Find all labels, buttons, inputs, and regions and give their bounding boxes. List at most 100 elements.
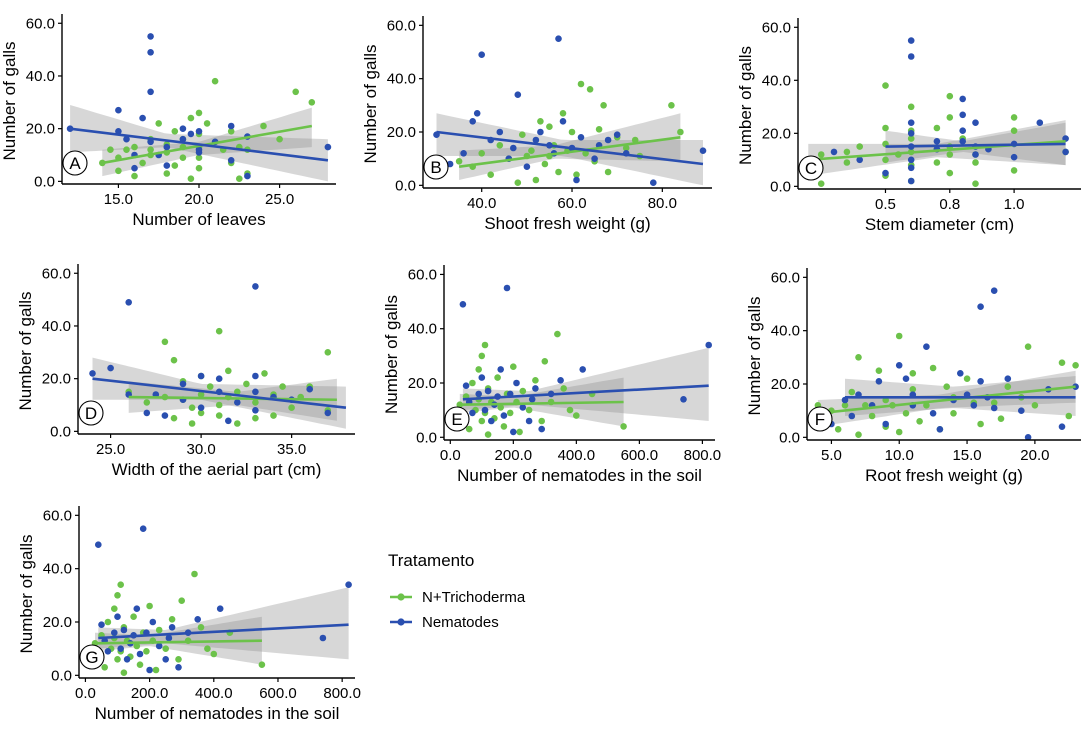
y-tick-label: 60.0 bbox=[762, 19, 791, 36]
data-point-n-trichoderma bbox=[882, 156, 889, 164]
data-point-nematodes bbox=[462, 382, 470, 390]
data-point-n-trichoderma bbox=[929, 364, 937, 372]
data-point-n-trichoderma bbox=[195, 154, 203, 161]
data-point-nematodes bbox=[147, 138, 154, 146]
data-point-n-trichoderma bbox=[541, 358, 549, 365]
data-point-nematodes bbox=[907, 164, 915, 172]
data-point-nematodes bbox=[306, 385, 314, 393]
data-point-n-trichoderma bbox=[168, 616, 176, 623]
x-tick-label: 60.0 bbox=[557, 195, 586, 212]
data-point-n-trichoderma bbox=[514, 179, 522, 186]
data-point-n-trichoderma bbox=[210, 650, 218, 658]
data-point-n-trichoderma bbox=[465, 425, 473, 433]
data-point-n-trichoderma bbox=[131, 172, 138, 180]
data-point-n-trichoderma bbox=[566, 406, 574, 414]
y-tick-label: 0.0 bbox=[416, 429, 437, 446]
data-point-nematodes bbox=[613, 131, 621, 138]
data-point-n-trichoderma bbox=[178, 597, 185, 604]
data-point-n-trichoderma bbox=[868, 412, 876, 420]
data-point-nematodes bbox=[146, 666, 153, 674]
data-point-nematodes bbox=[123, 135, 130, 143]
y-tick-label: 20.0 bbox=[762, 125, 791, 142]
data-point-nematodes bbox=[252, 283, 259, 290]
data-point-n-trichoderma bbox=[195, 109, 203, 117]
panel-label: E bbox=[451, 410, 462, 429]
data-point-nematodes bbox=[959, 95, 966, 103]
data-point-nematodes bbox=[324, 409, 332, 417]
data-point-nematodes bbox=[1024, 434, 1032, 440]
legend-key-point-nematodes bbox=[397, 618, 405, 626]
data-point-n-trichoderma bbox=[197, 391, 205, 398]
y-tick-label: 20.0 bbox=[387, 124, 416, 141]
data-point-n-trichoderma bbox=[568, 128, 576, 136]
data-point-n-trichoderma bbox=[161, 338, 169, 346]
data-point-nematodes bbox=[162, 656, 169, 663]
data-point-n-trichoderma bbox=[258, 661, 266, 668]
data-point-n-trichoderma bbox=[586, 86, 594, 93]
panel-label-circle bbox=[798, 155, 824, 181]
data-point-nematodes bbox=[959, 111, 966, 119]
data-point-n-trichoderma bbox=[537, 118, 544, 125]
panel-label-circle bbox=[78, 400, 104, 426]
regression-line-n-trichoderma bbox=[458, 136, 681, 168]
data-point-n-trichoderma bbox=[997, 415, 1005, 423]
data-point-n-trichoderma bbox=[516, 428, 523, 436]
x-tick-label: 0.0 bbox=[75, 685, 96, 702]
data-point-n-trichoderma bbox=[554, 330, 561, 338]
data-point-nematodes bbox=[147, 33, 154, 40]
data-point-n-trichoderma bbox=[133, 642, 141, 650]
panel-b: 0.0 20.0 40.0 60.0 40.0 60.0 80.0 Shoot fresh w… bbox=[361, 16, 712, 233]
data-point-n-trichoderma bbox=[532, 377, 539, 384]
data-point-n-trichoderma bbox=[848, 388, 856, 396]
data-point-n-trichoderma bbox=[875, 367, 883, 375]
data-point-n-trichoderma bbox=[1010, 114, 1018, 121]
y-tick-label: 0.0 bbox=[51, 667, 72, 684]
legend-title: Tratamento bbox=[388, 551, 474, 570]
data-point-nematodes bbox=[215, 375, 223, 383]
data-point-nematodes bbox=[155, 642, 163, 650]
data-point-n-trichoderma bbox=[234, 388, 241, 396]
panel-f: 0.0 20.0 40.0 60.0 5.0 10.0 15.0 20.0 Root fresh… bbox=[745, 268, 1081, 485]
x-tick-label: 400.0 bbox=[195, 685, 233, 702]
y-tick-label: 60.0 bbox=[387, 17, 416, 34]
data-point-n-trichoderma bbox=[496, 142, 504, 149]
data-point-n-trichoderma bbox=[234, 420, 241, 427]
data-point-n-trichoderma bbox=[573, 171, 580, 178]
data-point-n-trichoderma bbox=[963, 375, 971, 383]
y-tick-label: 60.0 bbox=[26, 15, 55, 32]
y-tick-label: 20.0 bbox=[408, 375, 437, 392]
data-point-n-trichoderma bbox=[923, 402, 930, 409]
data-point-n-trichoderma bbox=[191, 570, 198, 578]
x-tick-label: 80.0 bbox=[648, 195, 677, 212]
data-point-n-trichoderma bbox=[252, 414, 259, 422]
y-tick-label: 40.0 bbox=[408, 321, 437, 338]
panel-label: B bbox=[430, 158, 441, 177]
x-tick-label: 800.0 bbox=[323, 685, 361, 702]
y-tick-label: 0.0 bbox=[779, 429, 800, 446]
data-point-nematodes bbox=[147, 88, 154, 96]
panel-label-circle bbox=[79, 644, 105, 670]
plot-area-g bbox=[91, 525, 352, 676]
data-point-n-trichoderma bbox=[107, 146, 114, 153]
panel-label: G bbox=[85, 648, 98, 667]
data-point-nematodes bbox=[514, 91, 522, 98]
data-point-nematodes bbox=[179, 125, 187, 132]
data-point-nematodes bbox=[179, 380, 187, 388]
data-point-n-trichoderma bbox=[143, 648, 150, 655]
regression-line-nematodes bbox=[92, 377, 347, 409]
data-point-n-trichoderma bbox=[541, 160, 549, 168]
data-point-nematodes bbox=[460, 150, 467, 157]
y-tick-label: 0.0 bbox=[34, 173, 55, 190]
data-point-n-trichoderma bbox=[115, 167, 122, 175]
y-tick-label: 40.0 bbox=[387, 71, 416, 88]
data-point-n-trichoderma bbox=[882, 124, 889, 132]
data-point-n-trichoderma bbox=[215, 327, 223, 335]
data-point-nematodes bbox=[197, 404, 205, 412]
data-point-nematodes bbox=[882, 420, 889, 428]
data-point-nematodes bbox=[990, 404, 998, 412]
data-point-nematodes bbox=[147, 49, 154, 56]
x-tick-label: 25.0 bbox=[265, 191, 294, 208]
x-tick-label: 5.0 bbox=[821, 447, 842, 464]
data-point-nematodes bbox=[475, 390, 483, 398]
data-point-nematodes bbox=[478, 374, 486, 381]
